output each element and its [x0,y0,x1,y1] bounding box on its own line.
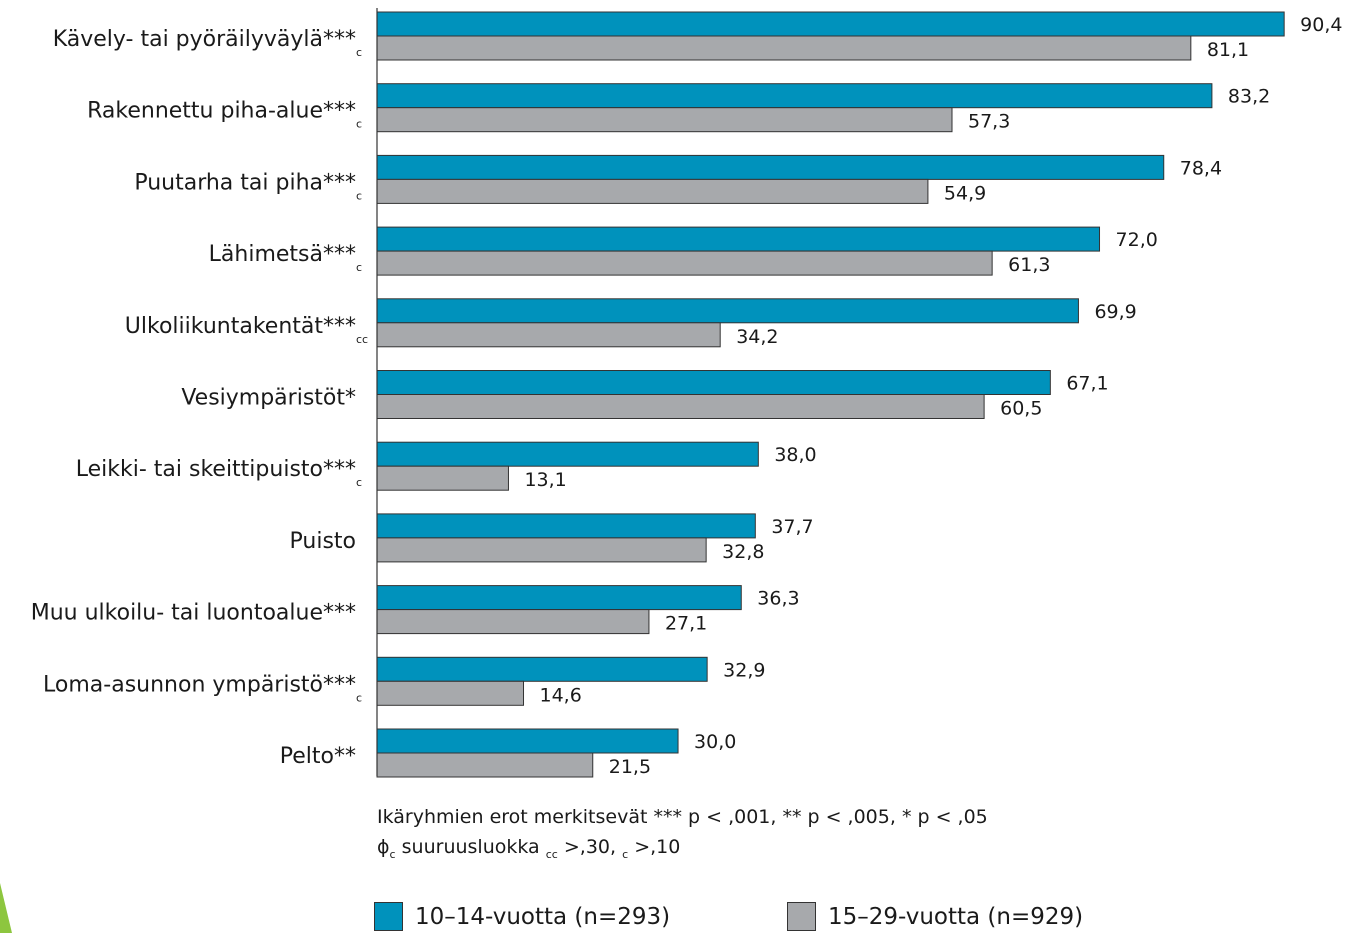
data-label: 32,9 [723,659,765,681]
data-label: 60,5 [1000,398,1042,420]
effect-size-text-a: suuruusluokka [395,836,546,858]
bar-10-14 [376,11,1285,37]
bar-15-29 [376,680,525,706]
category-label: Kävely- tai pyöräilyväylä*** [53,27,356,52]
bar-15-29 [376,178,929,204]
category-label: Lähimetsä*** [209,242,356,267]
bar-10-14 [376,585,742,611]
category-label: Muu ulkoilu- tai luontoalue*** [31,601,356,626]
legend-swatch-gray [787,902,816,931]
legend-item-15-29: 15–29-vuotta (n=929) [787,902,1083,931]
category-label: Puutarha tai piha*** [134,170,356,195]
data-label: 78,4 [1180,157,1222,179]
bar-15-29 [376,322,721,348]
data-label: 27,1 [665,613,707,635]
data-label: 81,1 [1207,39,1249,61]
category-label: Rakennettu piha-alue*** [87,99,356,124]
bar-10-14 [376,656,708,682]
c-subscript: c [622,848,629,861]
data-label: 34,2 [736,326,778,348]
category-label: Puisto [290,529,356,554]
data-label: 36,3 [757,588,799,610]
category-label: Leikki- tai skeittipuisto*** [76,457,356,482]
category-label: Loma-asunnon ympäristö*** [43,672,356,697]
bar-chart: Kävely- tai pyöräilyväylä***c90,481,1Rak… [31,8,1342,778]
significance-note-text: Ikäryhmien erot merkitsevät *** p < ,001… [377,806,988,828]
bar-10-14 [376,441,759,467]
data-label: 57,3 [968,111,1010,133]
category-subscript: c [356,261,362,274]
data-label: 37,7 [771,516,813,538]
legend-label-10-14: 10–14-vuotta (n=293) [415,903,671,930]
bar-15-29 [376,35,1192,61]
category-subscript: c [356,46,362,59]
data-label: 13,1 [524,469,566,491]
category-label: Pelto** [280,744,356,769]
effect-size-text-b: >,30, [557,836,623,858]
phi-symbol: ϕ [377,836,390,858]
legend-label-15-29: 15–29-vuotta (n=929) [828,903,1084,930]
data-label: 54,9 [944,182,986,204]
category-subscript: c [356,118,362,131]
bar-10-14 [376,513,756,539]
category-subscript: c [356,691,362,704]
effect-size-text-c: >,10 [628,836,681,858]
significance-note: Ikäryhmien erot merkitsevät *** p < ,001… [377,805,988,829]
cc-subscript: cc [545,848,558,861]
legend-swatch-blue [374,902,403,931]
phi-subscript: c [389,848,396,861]
bar-15-29 [376,537,707,563]
category-subscript: c [356,189,362,202]
data-label: 61,3 [1008,254,1050,276]
bar-15-29 [376,394,985,419]
bar-10-14 [376,298,1079,324]
data-label: 14,6 [540,684,582,706]
category-subscript: c [356,476,362,489]
category-label: Ulkoliikuntakentät*** [125,314,356,339]
data-label: 30,0 [694,731,736,753]
accent-corner-shape [0,883,12,933]
data-label: 72,0 [1116,229,1158,251]
effect-size-note: ϕc suuruusluokka cc >,30, c >,10 [377,835,680,862]
bar-15-29 [376,250,993,276]
data-label: 90,4 [1300,14,1342,36]
data-label: 67,1 [1066,373,1108,395]
data-label: 83,2 [1228,86,1270,108]
legend-item-10-14: 10–14-vuotta (n=293) [374,902,670,931]
bar-10-14 [376,83,1213,109]
bar-15-29 [376,609,650,635]
bar-10-14 [376,154,1165,180]
data-label: 38,0 [774,444,816,466]
data-label: 21,5 [609,756,651,778]
bar-10-14 [376,370,1051,395]
data-label: 69,9 [1094,301,1136,323]
bar-10-14 [376,226,1101,252]
data-label: 32,8 [722,541,764,563]
bar-15-29 [376,465,509,491]
bar-15-29 [376,752,594,778]
category-label: Vesiympäristöt* [181,386,356,411]
category-subscript: cc [356,333,368,346]
bar-15-29 [376,107,953,133]
bar-10-14 [376,728,679,754]
